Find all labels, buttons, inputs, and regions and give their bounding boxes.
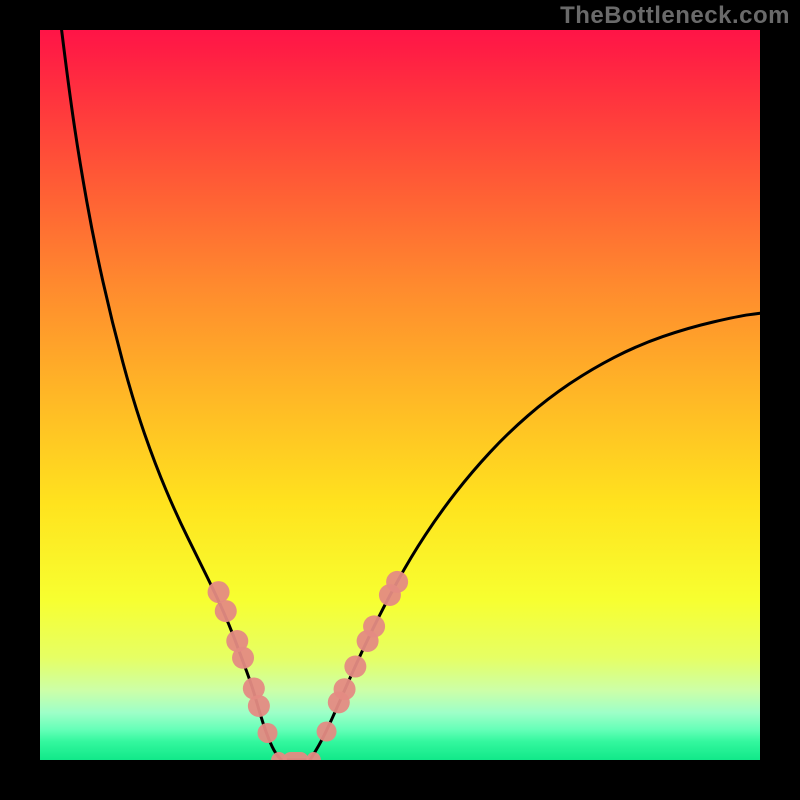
chart-stage: TheBottleneck.com xyxy=(0,0,800,800)
gradient-background xyxy=(40,30,760,760)
curve-marker xyxy=(386,571,408,593)
curve-marker xyxy=(248,695,270,717)
curve-marker xyxy=(334,678,356,700)
curve-marker xyxy=(344,656,366,678)
curve-marker xyxy=(283,752,309,760)
chart-svg xyxy=(40,30,760,760)
watermark-text: TheBottleneck.com xyxy=(560,2,790,30)
curve-marker xyxy=(208,581,230,603)
curve-marker xyxy=(363,615,385,637)
curve-marker xyxy=(215,600,237,622)
curve-marker xyxy=(258,723,278,743)
curve-marker xyxy=(317,722,337,742)
plot-area xyxy=(40,30,760,760)
curve-marker xyxy=(232,647,254,669)
